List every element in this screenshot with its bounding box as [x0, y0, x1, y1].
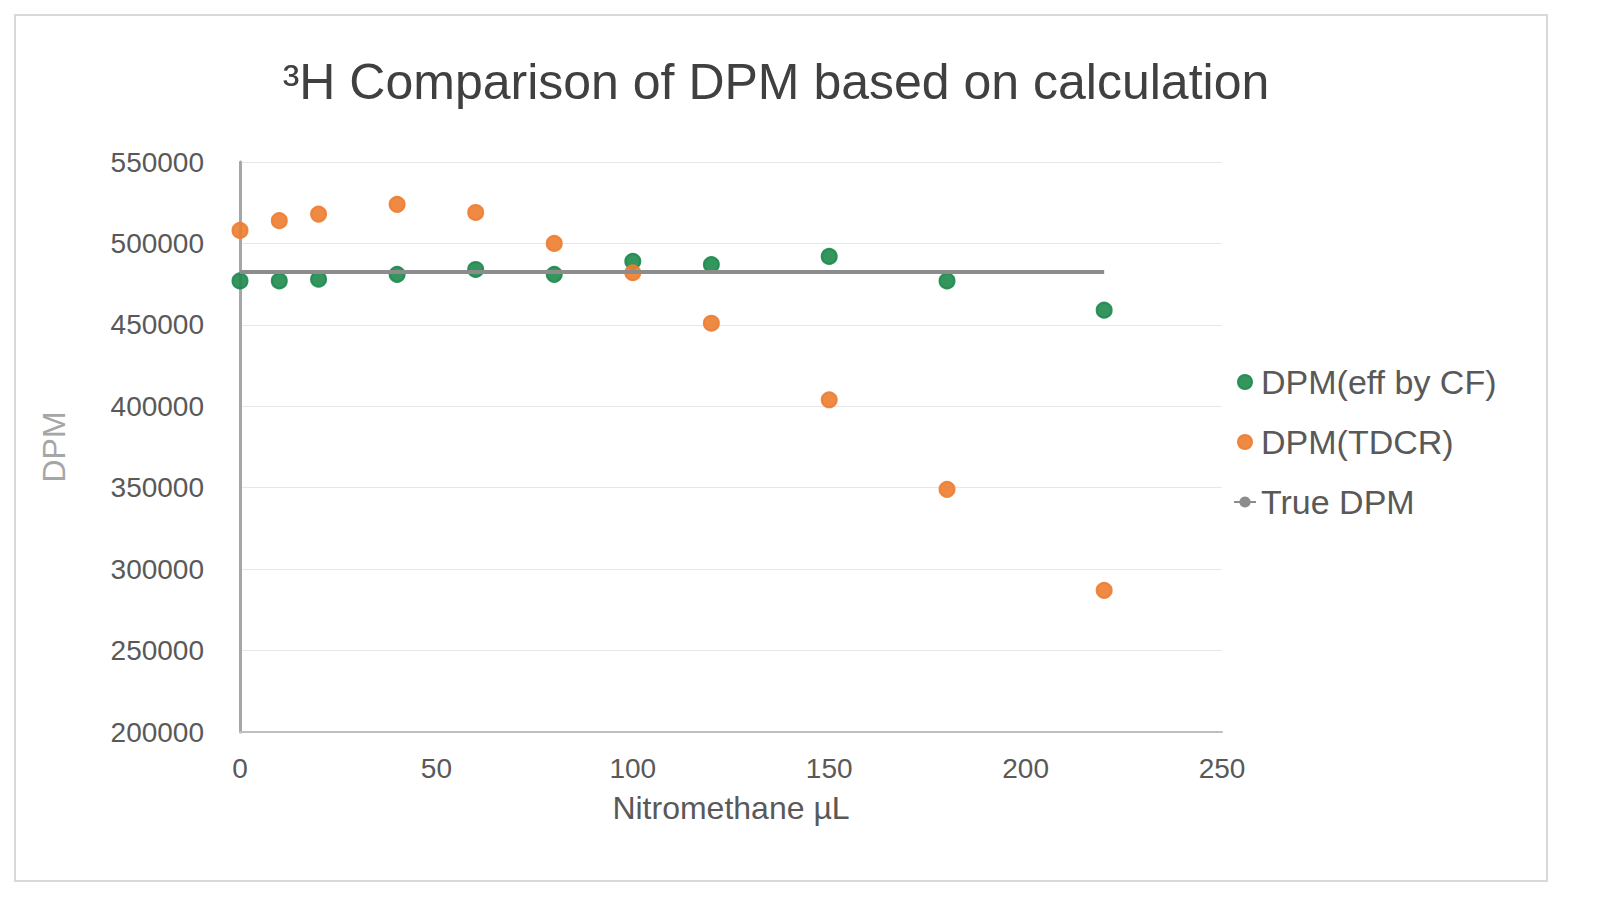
svg-text:250000: 250000 — [111, 635, 204, 666]
svg-text:100: 100 — [609, 753, 656, 784]
svg-text:550000: 550000 — [111, 147, 204, 178]
svg-text:500000: 500000 — [111, 228, 204, 259]
svg-text:450000: 450000 — [111, 309, 204, 340]
svg-text:50: 50 — [421, 753, 452, 784]
svg-text:250: 250 — [1199, 753, 1246, 784]
svg-text:150: 150 — [806, 753, 853, 784]
svg-text:DPM(eff by CF): DPM(eff by CF) — [1261, 363, 1497, 401]
svg-text:400000: 400000 — [111, 391, 204, 422]
svg-text:200000: 200000 — [111, 717, 204, 748]
svg-text:DPM: DPM — [36, 411, 72, 482]
svg-text:DPM(TDCR): DPM(TDCR) — [1261, 423, 1454, 461]
svg-text:True DPM: True DPM — [1261, 483, 1415, 521]
svg-text:³H Comparison of DPM based on: ³H Comparison of DPM based on calculatio… — [283, 54, 1270, 110]
svg-text:350000: 350000 — [111, 472, 204, 503]
svg-text:0: 0 — [232, 753, 248, 784]
svg-text:200: 200 — [1002, 753, 1049, 784]
svg-text:300000: 300000 — [111, 554, 204, 585]
svg-text:Nitromethane µL: Nitromethane µL — [612, 790, 849, 826]
